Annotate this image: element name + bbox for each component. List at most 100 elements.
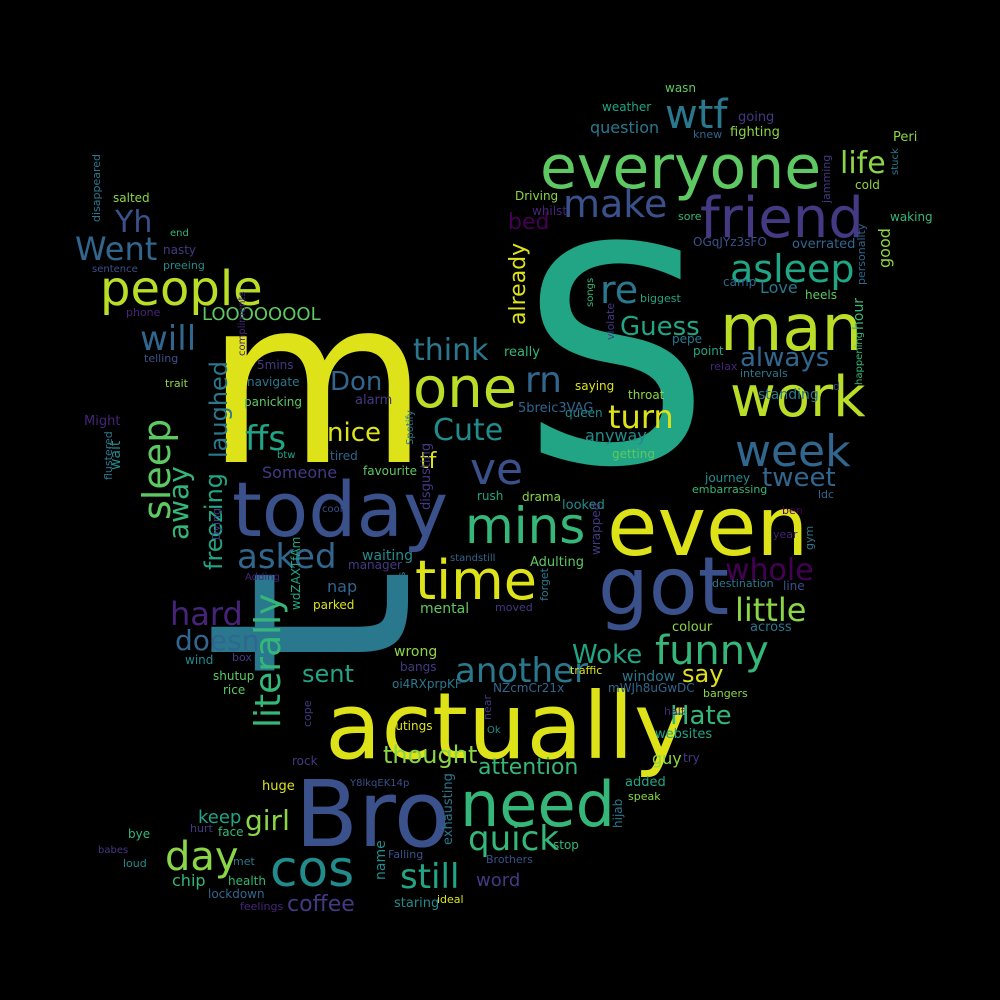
cloud-word: health	[228, 874, 266, 888]
cloud-word: ve	[470, 444, 523, 495]
cloud-word: sleep	[135, 419, 179, 520]
cloud-word: overrated	[792, 237, 855, 252]
cloud-word: alarm	[355, 393, 392, 408]
cloud-word: destination	[712, 577, 774, 590]
cloud-word: cool	[322, 504, 343, 515]
cloud-word: another	[455, 651, 588, 691]
cloud-word: bye	[128, 827, 150, 841]
cloud-word: Hate	[670, 701, 732, 731]
cloud-word: Spotify	[405, 410, 416, 445]
cloud-word: violate	[604, 303, 617, 340]
cloud-word: tweet	[762, 463, 836, 493]
cloud-word: fighting	[730, 125, 780, 140]
cloud-word: question	[590, 118, 659, 137]
cloud-word: btw	[277, 450, 295, 461]
cloud-word: salted	[113, 191, 150, 205]
cloud-word: asleep	[730, 247, 855, 291]
cloud-word: got	[598, 540, 729, 633]
cloud-word: standstill	[450, 553, 495, 564]
cloud-word: biggest	[640, 292, 682, 305]
cloud-word: hour	[851, 298, 867, 330]
cloud-word: S	[520, 184, 710, 533]
cloud-word: half	[664, 705, 686, 718]
cloud-word: t	[149, 568, 475, 678]
cloud-word: cos	[270, 840, 354, 898]
cloud-word: personality	[855, 223, 868, 285]
cloud-word: away	[162, 466, 195, 540]
cloud-word: nasty	[163, 243, 196, 257]
cloud-word: drama	[522, 490, 561, 504]
cloud-word: Ok	[487, 725, 501, 736]
cloud-word: ldc	[818, 488, 834, 501]
cloud-word: m	[205, 250, 429, 517]
cloud-word: keep	[198, 807, 241, 828]
cloud-word: Guess	[620, 312, 700, 342]
cloud-word: hard	[170, 595, 243, 633]
cloud-word: d	[833, 380, 840, 393]
cloud-word: NZcmCr21x	[493, 681, 564, 695]
cloud-word: Bro	[295, 761, 450, 868]
cloud-word: loud	[123, 857, 147, 870]
cloud-word: say	[682, 660, 723, 688]
cloud-word: year	[773, 528, 798, 541]
cloud-word: freezing	[200, 473, 228, 570]
cloud-word: disappeared	[90, 154, 103, 222]
cloud-word: everyone	[540, 133, 821, 203]
cloud-word: Someone	[262, 463, 337, 482]
cloud-word: wait	[108, 440, 124, 470]
cloud-word: wind	[185, 653, 213, 667]
cloud-word: manager	[348, 558, 402, 572]
cloud-word: doesn	[175, 624, 259, 657]
cloud-word: preeing	[163, 259, 205, 272]
cloud-word: feelings	[240, 900, 283, 913]
cloud-word: still	[400, 857, 459, 897]
cloud-word: Woke	[572, 640, 642, 670]
cloud-word: moved	[495, 601, 533, 614]
cloud-word: heels	[805, 288, 837, 302]
cloud-word: happening	[854, 332, 865, 385]
cloud-word: mental	[420, 601, 469, 617]
cloud-word: standing	[758, 387, 819, 403]
cloud-word: navigate	[247, 375, 299, 389]
cloud-word: babes	[98, 845, 128, 856]
cloud-word: phone	[126, 306, 161, 319]
cloud-word: will	[140, 319, 196, 359]
cloud-word: trait	[165, 377, 189, 390]
cloud-word: shutup	[213, 669, 254, 683]
cloud-word: pepe	[672, 332, 702, 346]
cloud-word: Went	[75, 230, 157, 268]
cloud-word: waking	[890, 210, 933, 224]
cloud-word: staring	[394, 896, 439, 911]
cloud-word: turn	[608, 398, 674, 436]
cloud-word: looked	[562, 498, 605, 513]
cloud-word: man	[720, 292, 862, 366]
cloud-word: chip	[172, 871, 206, 890]
cloud-word: good	[875, 228, 894, 268]
cloud-word: journey	[704, 471, 750, 485]
cloud-word: sent	[302, 660, 354, 688]
cloud-word: weather	[602, 100, 651, 114]
cloud-word: OGqJYz3sFO	[693, 235, 767, 249]
cloud-word: going	[738, 110, 774, 125]
cloud-word: Y8lkqEK14p	[349, 778, 409, 789]
cloud-word: rush	[477, 489, 503, 503]
cloud-word: make	[563, 182, 667, 226]
cloud-word: speak	[628, 790, 661, 803]
cloud-word: intervals	[740, 367, 788, 380]
cloud-word: day	[165, 834, 239, 880]
cloud-word: wdZAXTfAm	[289, 537, 303, 610]
cloud-word: tired	[330, 449, 358, 463]
cloud-word: nap	[327, 577, 357, 596]
cloud-word: tf	[420, 449, 438, 474]
cloud-word: quick	[468, 819, 559, 859]
cloud-word: window	[622, 669, 675, 685]
cloud-word: even	[607, 480, 808, 575]
cloud-word: actually	[325, 673, 688, 780]
cloud-word: 5breic3VAG	[518, 401, 593, 416]
cloud-word: coffee	[287, 892, 355, 917]
cloud-word: knew	[693, 128, 722, 141]
cloud-word: Falling	[388, 848, 423, 861]
cloud-word: traffic	[570, 664, 602, 677]
cloud-word: lockdown	[208, 887, 265, 901]
